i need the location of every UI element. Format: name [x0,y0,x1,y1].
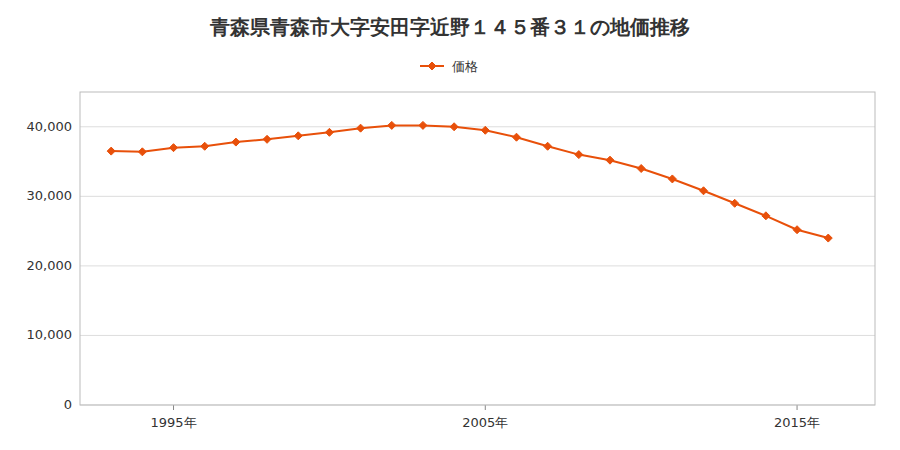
y-tick-label: 10,000 [27,327,73,342]
series-marker [637,165,645,173]
legend-label: 価格 [452,59,478,74]
x-tick [797,405,798,410]
series-marker [388,121,396,129]
series-marker [824,234,832,242]
series-marker [232,138,240,146]
series-marker [325,128,333,136]
chart-container: 青森県青森市大字安田字近野１４５番３１の地価推移 0 10,000 20,000 30,… [0,0,900,450]
series-marker [700,187,708,195]
y-tick-label: 30,000 [27,188,73,203]
series-marker [606,156,614,164]
series-marker [294,132,302,140]
grid-line [80,126,875,127]
legend-marker [428,62,436,70]
plot-data [107,121,832,242]
series-marker [450,123,458,131]
series-marker [263,135,271,143]
series-marker [357,124,365,132]
grid-line [80,196,875,197]
series-marker [201,142,209,150]
series-line [111,125,828,238]
series-marker [575,151,583,159]
x-tick-label: 2015年 [774,415,820,430]
series-marker [138,148,146,156]
series-marker [793,226,801,234]
y-tick-label: 20,000 [27,258,73,273]
series-marker [731,199,739,207]
series-marker [512,133,520,141]
chart-svg: 青森県青森市大字安田字近野１４５番３１の地価推移 0 10,000 20,000 30,… [0,0,900,450]
plot-frame [80,92,875,405]
x-tick-label: 2005年 [462,415,508,430]
x-tick [173,405,174,410]
y-tick-label: 0 [64,397,72,412]
grid [80,127,875,405]
x-tick [485,405,486,410]
series-marker [481,126,489,134]
y-tick-label: 40,000 [27,119,73,134]
series-marker [762,212,770,220]
chart-title: 青森県青森市大字安田字近野１４５番３１の地価推移 [209,15,690,39]
x-axis: 1995年 2005年 2015年 [150,405,820,430]
series-marker [544,142,552,150]
series-marker [170,144,178,152]
series-marker [419,121,427,129]
x-tick-label: 1995年 [150,415,196,430]
grid-line [80,335,875,336]
legend: 価格 [420,59,478,74]
y-axis: 0 10,000 20,000 30,000 40,000 [27,119,73,412]
series-marker [107,147,115,155]
series-marker [668,175,676,183]
grid-line [80,265,875,266]
